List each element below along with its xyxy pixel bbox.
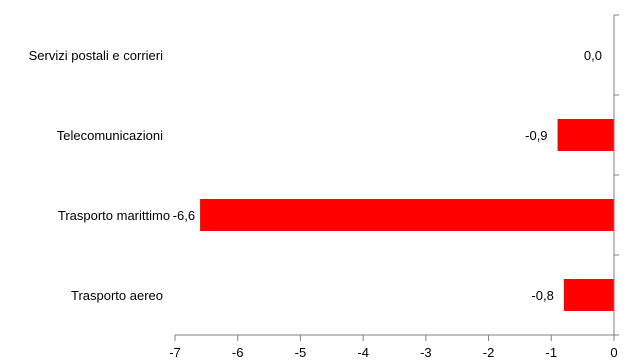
bar-3 <box>200 199 615 231</box>
x-tick-label-3: -4 <box>357 345 369 360</box>
bars-group <box>200 119 615 311</box>
x-tick-label-4: -3 <box>420 345 432 360</box>
x-tick-label-1: -6 <box>232 345 244 360</box>
x-tick-label-0: -7 <box>169 345 181 360</box>
x-tick-label-2: -5 <box>295 345 307 360</box>
value-label-2: -0,9 <box>525 128 547 143</box>
category-label-3: Trasporto marittimo <box>58 208 170 223</box>
category-label-4: Trasporto aereo <box>71 288 163 303</box>
value-label-4: -0,8 <box>531 288 553 303</box>
x-tick-label-6: -1 <box>546 345 558 360</box>
axes: -7 -6 -5 -4 -3 -2 -1 0 <box>169 14 619 360</box>
category-labels: Servizi postali e corrieri Telecomunicazi… <box>29 48 170 303</box>
x-tick-label-5: -2 <box>483 345 495 360</box>
value-label-3: -6,6 <box>173 208 195 223</box>
category-label-2: Telecomunicazioni <box>57 128 163 143</box>
bar-2 <box>557 119 614 151</box>
category-label-1: Servizi postali e corrieri <box>29 48 163 63</box>
value-labels: 0,0 -0,9 -6,6 -0,8 <box>173 48 602 303</box>
bar-4 <box>563 279 614 311</box>
value-label-1: 0,0 <box>584 48 602 63</box>
x-tick-label-7: 0 <box>610 345 617 360</box>
